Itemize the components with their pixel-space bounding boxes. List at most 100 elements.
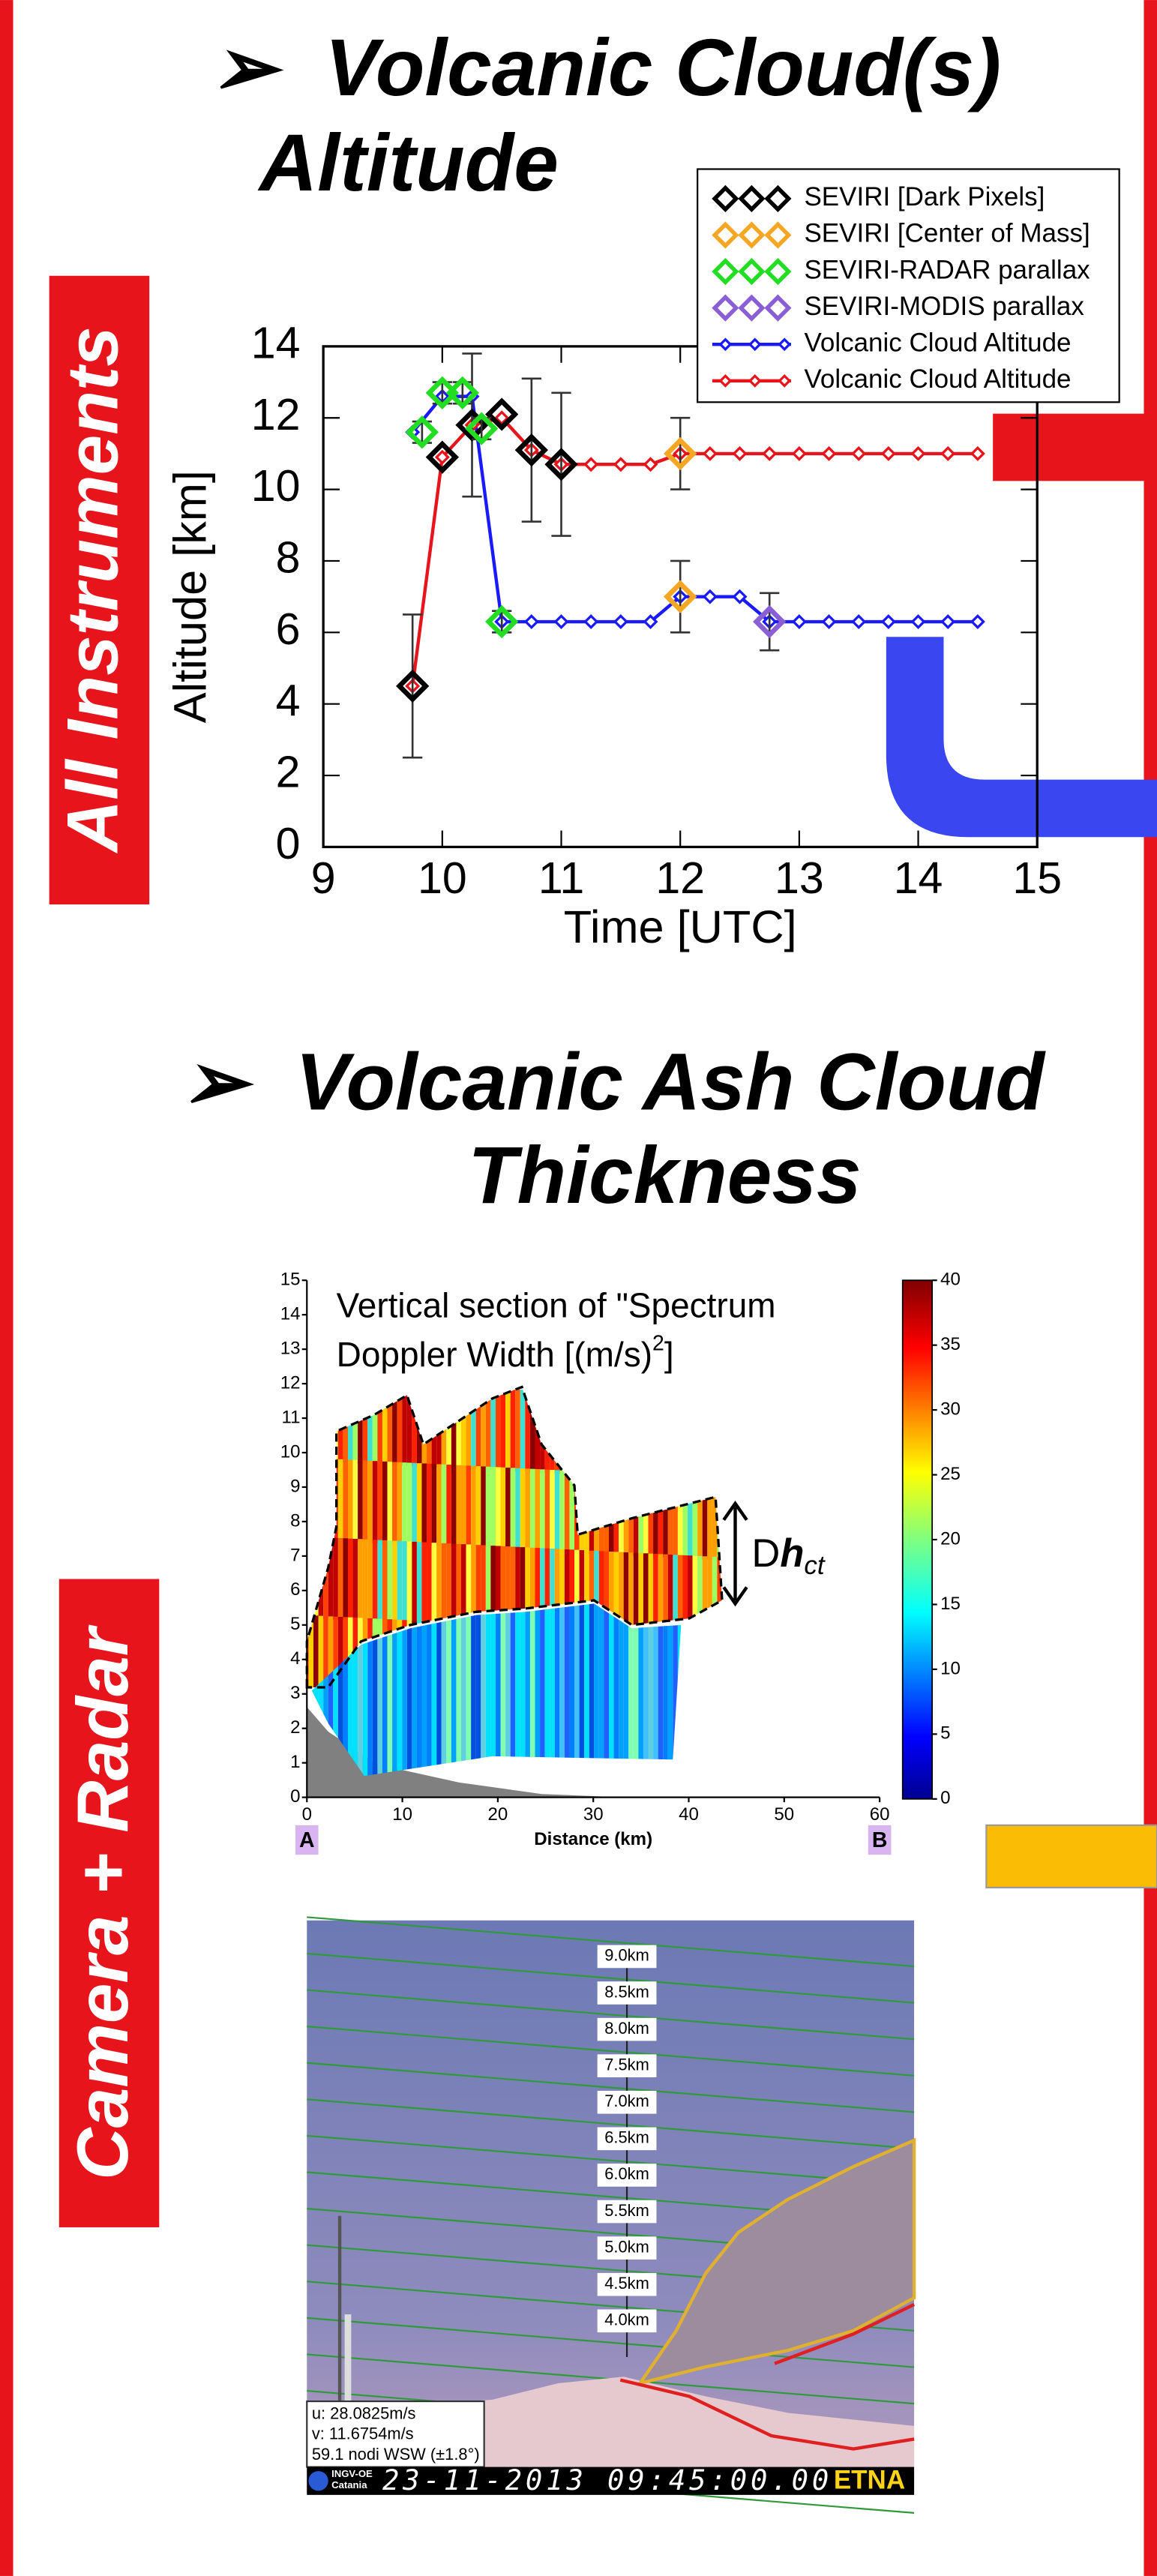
- echo-texture: [594, 1393, 599, 1475]
- echo-texture: [319, 1537, 324, 1619]
- legend-label: SEVIRI [Center of Mass]: [804, 219, 1090, 248]
- point: [793, 616, 805, 627]
- echo-texture: [574, 1393, 580, 1474]
- echo-texture: [628, 1600, 634, 1781]
- y-tick-label: 8: [276, 533, 301, 583]
- echo-texture: [673, 1397, 678, 1479]
- x-axis-label: Distance (km): [534, 1829, 652, 1849]
- y-tick-label: 15: [280, 1270, 301, 1290]
- y-tick-label: 14: [251, 318, 301, 367]
- echo-texture: [653, 1396, 658, 1478]
- radar-title: Doppler Width [(m/s)2]: [337, 1331, 674, 1374]
- colorbar-label: 25: [940, 1464, 961, 1484]
- point: [704, 448, 715, 459]
- echo-texture: [540, 1469, 545, 1551]
- y-tick-label: 4: [276, 676, 301, 725]
- legend-label: SEVIRI-MODIS parallax: [804, 292, 1084, 321]
- echo-texture: [515, 1600, 520, 1781]
- echo-texture: [673, 1476, 678, 1558]
- echo-texture: [412, 1600, 417, 1781]
- echo-texture: [343, 1381, 348, 1462]
- point: [793, 448, 805, 459]
- info-text: u: 28.0825m/s: [312, 2404, 416, 2422]
- echo-texture: [559, 1471, 565, 1552]
- y-tick-label: 11: [282, 1407, 301, 1427]
- point: [734, 448, 745, 459]
- echo-texture: [682, 1477, 688, 1558]
- echo-texture: [402, 1462, 407, 1544]
- echo-texture: [693, 1398, 698, 1480]
- echo-texture: [668, 1600, 673, 1781]
- echo-texture: [663, 1476, 668, 1558]
- echo-texture: [456, 1465, 461, 1547]
- echo-texture: [496, 1600, 501, 1781]
- colorbar-label: 30: [940, 1399, 961, 1419]
- echo-texture: [427, 1464, 432, 1546]
- echo-texture: [412, 1542, 417, 1624]
- echo-texture: [319, 1380, 324, 1462]
- echo-texture: [594, 1600, 599, 1781]
- echo-texture: [515, 1468, 520, 1550]
- echo-texture: [678, 1477, 683, 1558]
- echo-texture: [673, 1555, 678, 1636]
- echo-texture: [466, 1600, 472, 1781]
- echo-texture: [707, 1557, 712, 1639]
- point: [913, 448, 924, 459]
- echo-texture: [663, 1396, 668, 1478]
- x-tick-label: 0: [302, 1804, 312, 1825]
- point: [943, 448, 954, 459]
- echo-texture: [584, 1600, 589, 1781]
- echo-texture: [486, 1388, 491, 1470]
- point: [764, 448, 775, 459]
- camera-image: 9.0km8.5km8.0km7.5km7.0km6.5km6.0km5.5km…: [307, 1917, 914, 2512]
- echo-texture: [382, 1462, 388, 1543]
- y-tick-label: 5: [290, 1614, 300, 1634]
- point: [615, 616, 626, 627]
- echo-texture: [619, 1474, 624, 1555]
- echo-texture: [614, 1394, 619, 1476]
- y-tick-label: 1: [290, 1752, 300, 1772]
- echo-texture: [643, 1600, 649, 1781]
- echo-texture: [481, 1466, 486, 1548]
- connector: [886, 637, 1157, 837]
- y-tick-label: 7: [290, 1545, 300, 1565]
- echo-texture: [604, 1394, 609, 1476]
- height-label: 9.0km: [604, 1946, 649, 1965]
- echo-texture: [328, 1537, 334, 1619]
- echo-texture: [722, 1399, 727, 1481]
- y-tick-label: 0: [276, 819, 301, 868]
- echo-texture: [649, 1396, 654, 1478]
- echo-texture: [476, 1466, 481, 1548]
- echo-texture: [703, 1477, 708, 1559]
- echo-texture: [328, 1459, 334, 1540]
- echo-texture: [550, 1391, 555, 1473]
- echo-texture: [688, 1600, 693, 1781]
- echo-texture: [436, 1385, 442, 1467]
- echo-texture: [442, 1600, 447, 1781]
- echo-texture: [348, 1539, 353, 1621]
- echo-texture: [530, 1469, 535, 1551]
- side-label: All Instruments: [53, 326, 133, 853]
- echo-texture: [442, 1465, 447, 1546]
- echo-texture: [727, 1636, 733, 1718]
- point: [853, 616, 865, 627]
- echo-texture: [682, 1398, 688, 1480]
- point: [645, 459, 656, 470]
- legend-label: Volcanic Cloud Altitude: [804, 328, 1071, 357]
- echo-texture: [559, 1392, 565, 1474]
- echo-texture: [397, 1462, 403, 1544]
- echo-texture: [486, 1467, 491, 1549]
- echo-texture: [649, 1600, 654, 1781]
- legend-label: SEVIRI-RADAR parallax: [804, 255, 1090, 284]
- echo-texture: [308, 1537, 313, 1618]
- echo-texture: [481, 1600, 486, 1781]
- x-tick-label: 60: [870, 1804, 890, 1825]
- echo-texture: [520, 1390, 526, 1471]
- x-tick-label: 12: [655, 853, 705, 903]
- bullet: ➢: [210, 22, 284, 112]
- height-label: 4.0km: [604, 2311, 649, 2329]
- x-tick-label: 10: [392, 1804, 412, 1825]
- echo-texture: [343, 1538, 348, 1620]
- logo-text: Catania: [331, 2479, 367, 2491]
- echo-texture: [446, 1543, 451, 1625]
